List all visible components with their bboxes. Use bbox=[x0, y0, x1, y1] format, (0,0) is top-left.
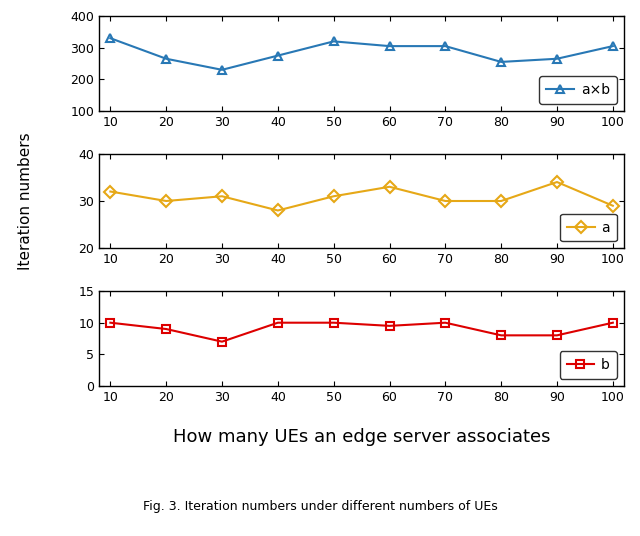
b bbox=[106, 319, 114, 326]
a×b bbox=[442, 43, 449, 49]
b bbox=[497, 332, 505, 339]
a×b bbox=[330, 38, 337, 44]
b bbox=[163, 326, 170, 332]
b bbox=[330, 319, 337, 326]
Legend: a: a bbox=[560, 213, 617, 242]
a bbox=[274, 207, 282, 214]
b bbox=[218, 338, 226, 345]
a bbox=[497, 198, 505, 204]
Legend: a×b: a×b bbox=[540, 76, 617, 104]
a bbox=[106, 188, 114, 195]
b bbox=[274, 319, 282, 326]
a×b bbox=[218, 66, 226, 73]
a×b bbox=[609, 43, 617, 49]
a bbox=[163, 198, 170, 204]
a bbox=[386, 183, 394, 190]
Text: How many UEs an edge server associates: How many UEs an edge server associates bbox=[173, 428, 550, 446]
a bbox=[553, 179, 561, 185]
Legend: b: b bbox=[559, 351, 617, 379]
a bbox=[609, 203, 617, 209]
Line: a×b: a×b bbox=[106, 34, 617, 74]
Text: Iteration numbers: Iteration numbers bbox=[18, 132, 33, 270]
b bbox=[609, 319, 617, 326]
a×b bbox=[386, 43, 394, 49]
a bbox=[330, 193, 337, 199]
a×b bbox=[553, 56, 561, 62]
a×b bbox=[274, 53, 282, 59]
b bbox=[553, 332, 561, 339]
b bbox=[386, 323, 394, 329]
a×b bbox=[497, 59, 505, 65]
Line: b: b bbox=[106, 318, 617, 346]
a×b bbox=[163, 56, 170, 62]
Line: a: a bbox=[106, 178, 617, 214]
a bbox=[442, 198, 449, 204]
a×b bbox=[106, 35, 114, 41]
b bbox=[442, 319, 449, 326]
Text: Fig. 3. Iteration numbers under different numbers of UEs: Fig. 3. Iteration numbers under differen… bbox=[143, 500, 497, 513]
a bbox=[218, 193, 226, 199]
